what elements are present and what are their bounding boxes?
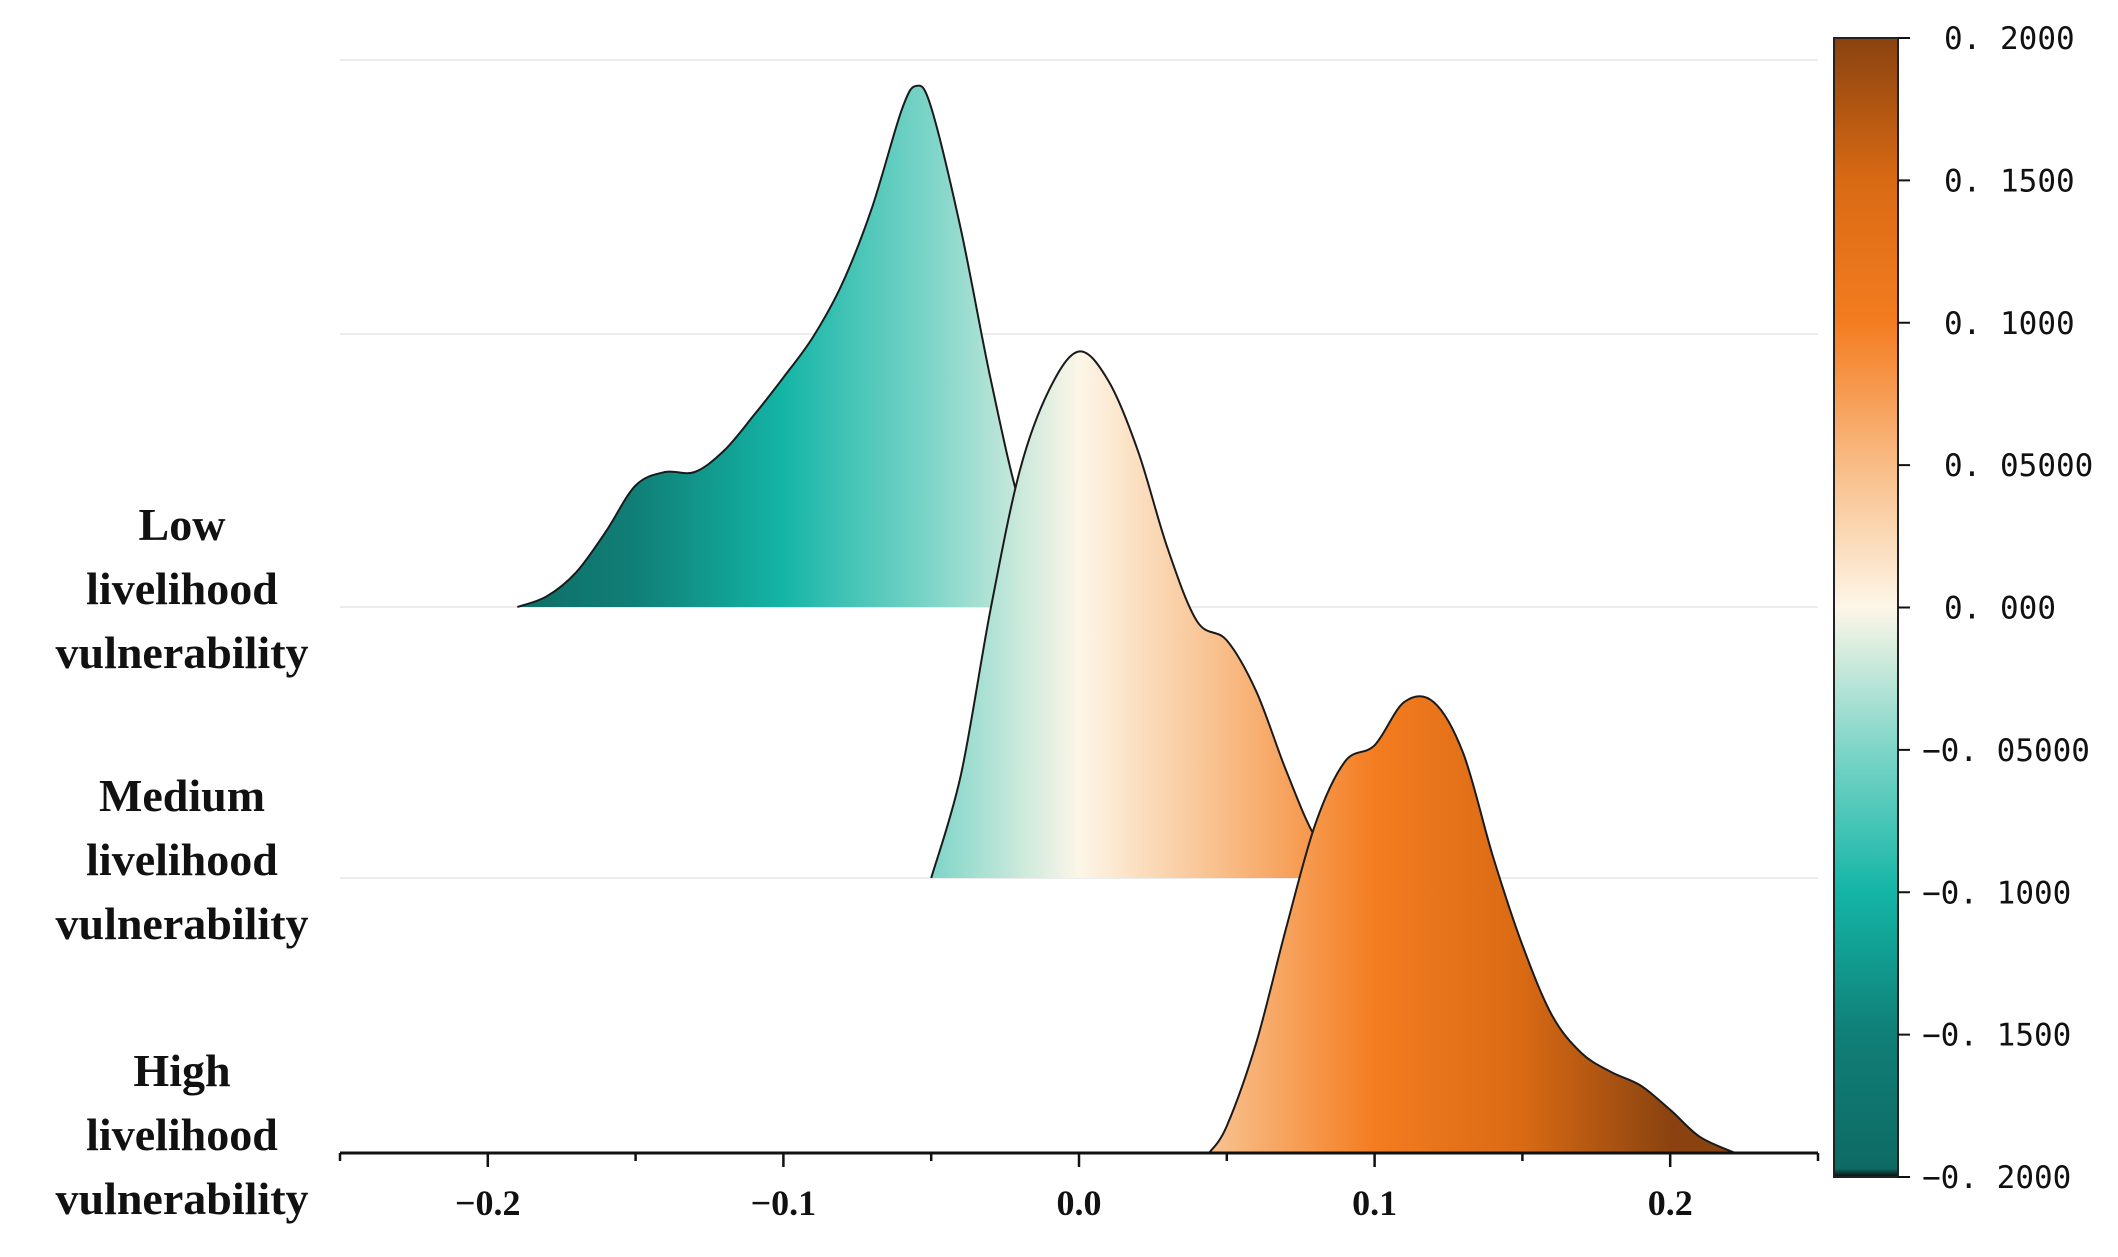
category-label-line: vulnerability <box>55 898 308 949</box>
colorbar: 0. 2000 0. 1500 0. 1000 0. 05000 0. 000 −0. 0… <box>1833 21 2093 1196</box>
ridge-area-0 <box>517 85 1109 608</box>
colorbar-tick-label: 0. 1000 <box>1944 306 2075 342</box>
category-label-line: vulnerability <box>55 627 308 678</box>
x-tick-label: −0.1 <box>751 1183 817 1223</box>
category-labels: Low livelihood vulnerability Medium liveliho… <box>55 499 308 1224</box>
colorbar-tick-label: −0. 1500 <box>1922 1018 2071 1054</box>
x-tick-label: 0.2 <box>1648 1183 1693 1223</box>
colorbar-tick-label: 0. 000 <box>1944 591 2056 627</box>
x-axis: −0.2 −0.1 0.0 0.1 0.2 <box>338 1151 1820 1223</box>
colorbar-tick-label: 0. 1500 <box>1944 163 2075 199</box>
category-label-line: Low <box>139 499 226 550</box>
category-label-2: High livelihood vulnerability <box>55 1045 308 1224</box>
ridge-area-1 <box>931 351 1375 878</box>
ridge-outline-1 <box>930 350 1375 879</box>
category-label-1: Medium livelihood vulnerability <box>55 770 308 949</box>
ridge-series <box>517 84 1736 1154</box>
category-label-line: vulnerability <box>55 1173 308 1224</box>
x-tick-label: 0.0 <box>1057 1183 1102 1223</box>
x-tick-label: 0.1 <box>1352 1183 1397 1223</box>
colorbar-tick-label: −0. 1000 <box>1922 875 2071 911</box>
category-label-line: livelihood <box>86 834 278 885</box>
colorbar-tick-label: −0. 2000 <box>1922 1160 2071 1196</box>
colorbar-tick-label: 0. 05000 <box>1944 448 2093 484</box>
x-tick-label: −0.2 <box>455 1183 521 1223</box>
category-label-0: Low livelihood vulnerability <box>55 499 308 678</box>
ridge-outline-2 <box>1208 695 1736 1154</box>
colorbar-tick-label: −0. 05000 <box>1922 733 2090 769</box>
ridge-outline-0 <box>517 84 1109 608</box>
colorbar-tick-label: 0. 2000 <box>1944 21 2075 57</box>
category-label-line: Medium <box>99 770 265 821</box>
category-label-line: High <box>133 1045 230 1096</box>
category-label-line: livelihood <box>86 563 278 614</box>
category-label-line: livelihood <box>86 1109 278 1160</box>
ridge-area-2 <box>1209 696 1736 1153</box>
colorbar-gradient <box>1833 37 1899 1178</box>
